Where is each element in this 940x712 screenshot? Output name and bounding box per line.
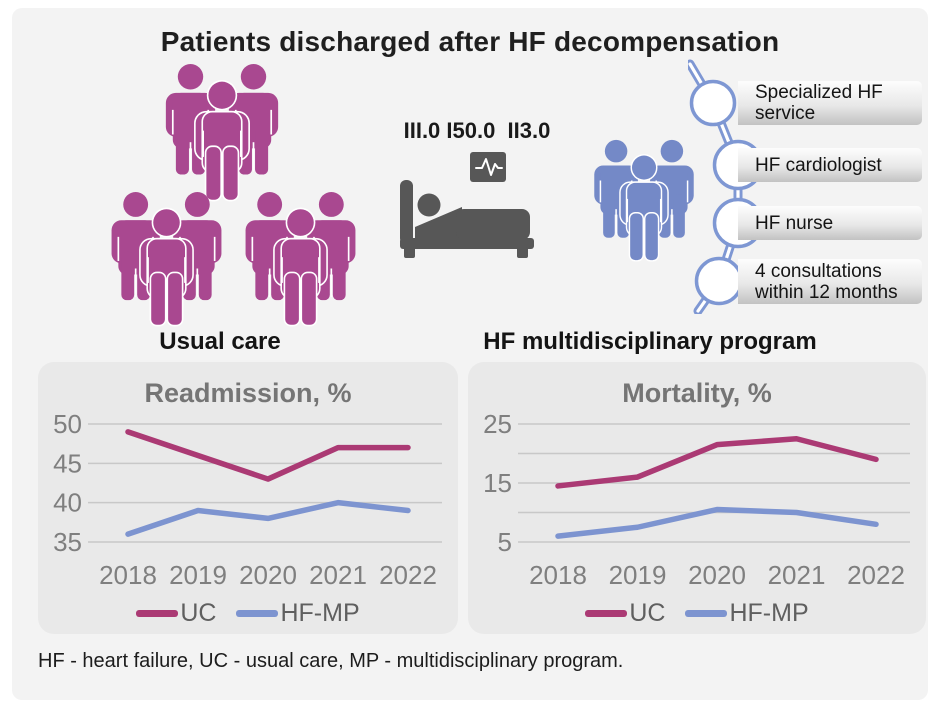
chain-step-text: HF cardiologist	[755, 154, 882, 176]
chart-title: Readmission, %	[144, 378, 351, 408]
chain-step-text: Specialized HF service	[755, 82, 883, 124]
chart-title: Mortality, %	[622, 378, 772, 408]
y-tick-label: 50	[53, 409, 82, 439]
chain-node-circle	[689, 79, 737, 127]
people-group-icon	[152, 62, 292, 204]
chain-step-label: Specialized HF service	[738, 81, 922, 125]
legend-swatch	[685, 609, 728, 617]
people-group-icon	[98, 190, 235, 329]
x-tick-label: 2018	[99, 560, 157, 590]
usual-care-label: Usual care	[159, 328, 281, 355]
series-line-UC	[555, 436, 879, 489]
x-tick-label: 2020	[688, 560, 746, 590]
chain-step-label: HF nurse	[738, 206, 922, 240]
y-tick-label: 15	[483, 468, 512, 498]
chain-node-circle	[694, 256, 744, 306]
series-line-UC	[125, 429, 411, 482]
chain-step-text: HF nurse	[755, 212, 834, 234]
legend-label: HF-MP	[280, 598, 360, 627]
x-tick-label: 2021	[309, 560, 367, 590]
people-group-icon	[232, 190, 369, 329]
legend-label: UC	[629, 598, 666, 627]
x-tick-label: 2020	[239, 560, 297, 590]
x-tick-label: 2018	[529, 560, 587, 590]
series-line-HF-MP	[555, 506, 879, 539]
legend-swatch	[236, 609, 279, 617]
hf-program-label: HF multidisciplinary program	[483, 328, 817, 355]
page-title: Patients discharged after HF decompensat…	[160, 26, 780, 57]
mortality-chart: Mortality, % 25 15 5 2018 2019 2020 2021 2022 UC H…	[468, 362, 926, 634]
series-line-HF-MP	[125, 499, 411, 537]
chain-step-label: HF cardiologist	[738, 148, 922, 182]
chart-legend: UC HF-MP	[38, 596, 458, 630]
ecg-monitor-icon	[470, 152, 506, 182]
infographic-card: Patients discharged after HF decompensat…	[12, 8, 928, 700]
legend-label: HF-MP	[729, 598, 809, 627]
legend-swatch	[136, 609, 179, 617]
x-tick-label: 2022	[847, 560, 905, 590]
y-tick-label: 40	[53, 488, 82, 518]
readmission-chart: Readmission, % 50 45 40 35 2018 2019 2020 2021 20…	[38, 362, 458, 634]
x-tick-label: 2019	[609, 560, 667, 590]
legend-swatch	[585, 609, 628, 617]
chart-legend: UC HF-MP	[468, 596, 926, 630]
abbreviations-note: HF - heart failure, UC - usual care, MP …	[38, 650, 624, 672]
y-tick-label: 5	[498, 527, 512, 557]
legend-label: UC	[180, 598, 217, 627]
chain-step-text: 4 consultations within 12 months	[755, 260, 898, 303]
x-tick-label: 2022	[379, 560, 437, 590]
chain-step-label: 4 consultations within 12 months	[738, 259, 922, 304]
x-tick-label: 2021	[768, 560, 826, 590]
y-tick-label: 25	[483, 409, 512, 439]
hospital-bed-patient-icon	[400, 152, 534, 258]
x-tick-label: 2019	[169, 560, 227, 590]
y-tick-label: 35	[53, 527, 82, 557]
y-tick-label: 45	[53, 448, 82, 478]
icd-codes: III.0 I50.0 II3.0	[403, 118, 551, 143]
